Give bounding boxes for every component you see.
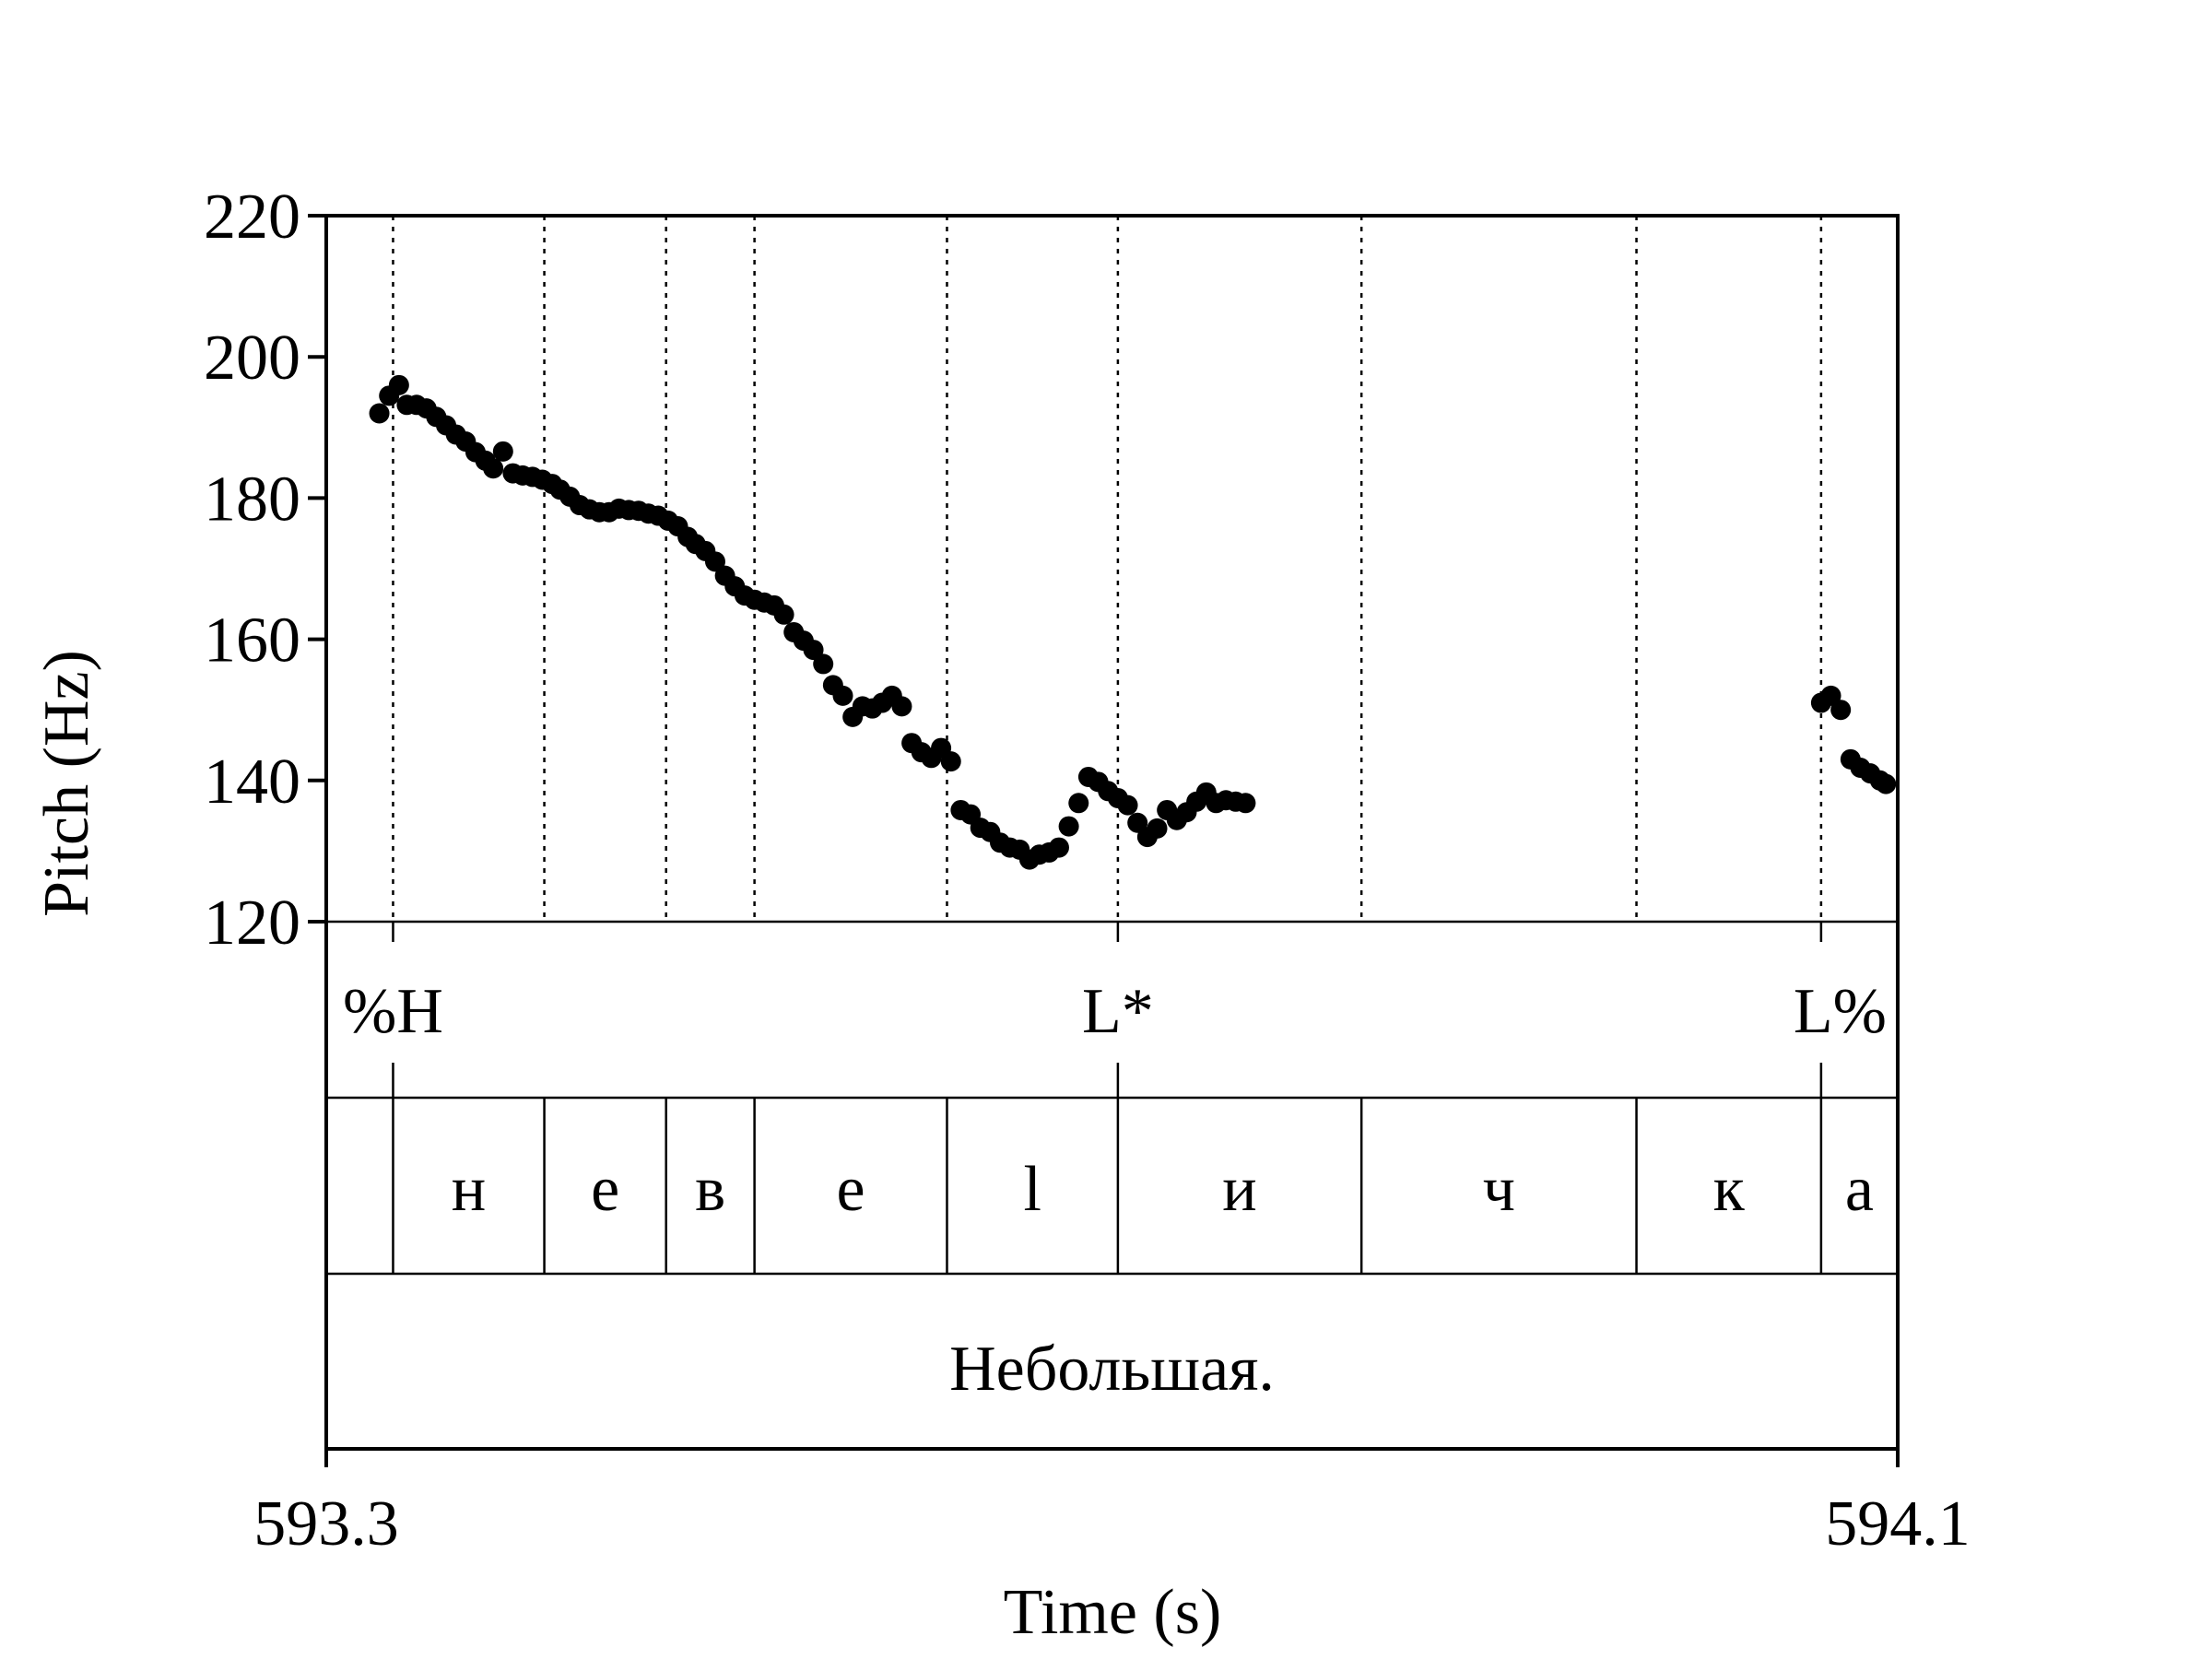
word-label: Небольшая. — [949, 1334, 1275, 1405]
segment-label: е — [837, 1154, 865, 1225]
segment-label: к — [1713, 1154, 1746, 1225]
y-tick-label: 160 — [204, 606, 300, 677]
pitch-point — [1068, 793, 1089, 814]
pitch-point — [1820, 685, 1841, 706]
y-tick-label: 200 — [204, 323, 300, 394]
pitch-point — [773, 604, 794, 625]
pitch-point — [1235, 793, 1256, 814]
y-tick-label: 140 — [204, 747, 300, 818]
axis-ticks — [308, 214, 1900, 1467]
pitch-point — [813, 653, 834, 675]
pitch-point — [388, 374, 409, 395]
pitch-point — [483, 458, 504, 479]
segment-label: ч — [1483, 1154, 1515, 1225]
x-tick-label: 593.3 — [253, 1488, 399, 1559]
y-tick-label: 220 — [204, 182, 300, 253]
boundary-lines — [392, 216, 1823, 922]
pitch-point — [1147, 818, 1168, 839]
segment-label: н — [452, 1154, 486, 1225]
pitch-point — [891, 696, 912, 717]
plot-frame — [324, 214, 1900, 1451]
x-tick-label: 594.1 — [1825, 1488, 1971, 1559]
segment-label: е — [591, 1154, 619, 1225]
pitch-point — [1117, 794, 1138, 816]
tone-label: L% — [1794, 976, 1887, 1047]
pitch-point — [832, 685, 853, 706]
pitch-point — [1876, 773, 1897, 794]
axis-tick-labels: 120 140 160 180 200 220 593.3 594.1 — [204, 182, 1971, 1559]
y-tick-label: 180 — [204, 464, 300, 535]
pitch-points — [369, 374, 1897, 870]
tone-label: %H — [343, 976, 443, 1047]
y-axis-title: Pitch (Hz) — [31, 650, 102, 917]
pitch-point — [704, 551, 725, 572]
pitch-point — [1058, 816, 1079, 837]
segment-label: l — [1023, 1154, 1041, 1225]
y-tick-label: 120 — [204, 888, 300, 959]
pitch-point — [803, 640, 824, 661]
tier-frames — [324, 214, 1900, 1451]
pitch-point — [1048, 837, 1069, 858]
pitch-point — [940, 751, 961, 772]
pitch-point — [492, 441, 513, 462]
segment-label: в — [695, 1154, 725, 1225]
pitch-point — [1127, 812, 1148, 833]
pitch-point — [1830, 700, 1852, 721]
tone-label: L* — [1082, 976, 1154, 1047]
pitch-point — [369, 403, 390, 424]
tier-labels: %H L* L% н е в е l и ч к а Небольшая. — [343, 976, 1887, 1405]
segment-label: и — [1222, 1154, 1256, 1225]
segment-label: а — [1845, 1154, 1874, 1225]
x-axis-title: Time (s) — [1004, 1577, 1222, 1648]
